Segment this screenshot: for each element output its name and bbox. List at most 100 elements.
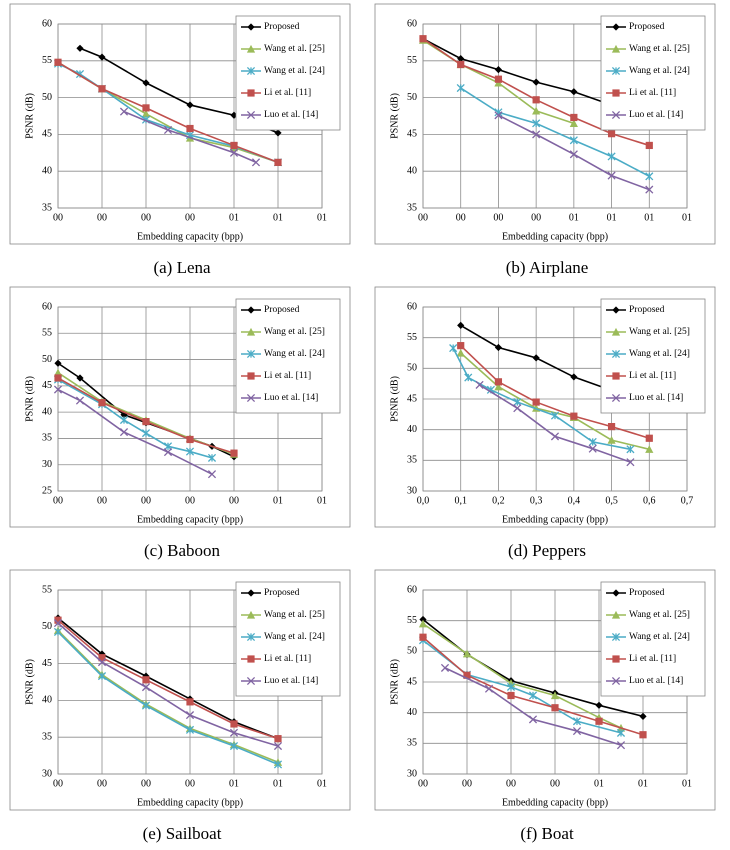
x-tick-label: 00 bbox=[550, 778, 560, 789]
x-tick-label: 00 bbox=[141, 778, 151, 789]
panel-frame bbox=[9, 569, 351, 811]
x-tick-label: 00 bbox=[185, 495, 195, 506]
y-tick-label: 25 bbox=[42, 485, 52, 496]
x-tick-label: 00 bbox=[53, 495, 63, 506]
marker bbox=[572, 717, 582, 726]
legend-label: Wang et al. [24] bbox=[264, 66, 325, 76]
x-tick-label: 01 bbox=[644, 212, 654, 223]
marker bbox=[645, 434, 653, 442]
y-tick-label: 40 bbox=[42, 695, 52, 706]
marker bbox=[229, 741, 239, 751]
x-tick-label: 0,3 bbox=[530, 495, 543, 506]
x-tick-label: 0,6 bbox=[643, 495, 656, 506]
marker bbox=[551, 704, 559, 712]
y-tick-label: 45 bbox=[407, 393, 417, 404]
marker bbox=[612, 23, 620, 31]
marker bbox=[185, 711, 195, 720]
marker bbox=[494, 378, 503, 386]
y-tick-label: 35 bbox=[42, 731, 52, 742]
legend: Proposed Wang et al. [25] Wang et al. [24]… bbox=[600, 15, 706, 131]
y-tick-label: 40 bbox=[407, 424, 417, 435]
marker bbox=[247, 306, 255, 314]
y-tick-label: 45 bbox=[407, 676, 417, 687]
legend-label: Wang et al. [24] bbox=[629, 632, 690, 642]
marker bbox=[645, 172, 654, 181]
x-tick-label: 0,1 bbox=[454, 495, 467, 506]
x-tick-label: 01 bbox=[594, 778, 604, 789]
marker bbox=[53, 619, 63, 628]
marker bbox=[440, 663, 450, 672]
caption: (a) Lena bbox=[153, 258, 211, 277]
x-tick-label: 01 bbox=[682, 778, 692, 789]
legend-label: Wang et al. [24] bbox=[264, 349, 325, 359]
marker bbox=[616, 728, 626, 737]
marker bbox=[230, 449, 238, 457]
y-tick-label: 30 bbox=[42, 459, 52, 470]
legend-label: Wang et al. [25] bbox=[264, 44, 325, 54]
marker bbox=[639, 712, 647, 720]
caption: (b) Airplane bbox=[506, 258, 589, 277]
marker bbox=[185, 725, 195, 734]
x-tick-label: 01 bbox=[229, 212, 239, 223]
marker bbox=[570, 412, 578, 420]
x-axis-label: Embedding capacity (bpp) bbox=[502, 514, 608, 525]
marker bbox=[550, 432, 560, 441]
legend-label: Proposed bbox=[264, 22, 300, 32]
legend-label: Proposed bbox=[629, 588, 665, 598]
series-line bbox=[422, 623, 622, 729]
y-axis-label: PSNR (dB) bbox=[389, 659, 400, 705]
marker bbox=[645, 445, 654, 453]
caption: (e) Sailboat bbox=[143, 824, 222, 843]
caption: (f) Boat bbox=[520, 824, 574, 843]
marker bbox=[611, 44, 621, 53]
marker bbox=[97, 672, 107, 681]
marker bbox=[528, 691, 538, 700]
x-tick-label: 0,0 bbox=[417, 495, 430, 506]
x-tick-label: 00 bbox=[97, 495, 107, 506]
marker bbox=[186, 101, 194, 109]
chart-panel: 35 40 45 50 55 60 00 00 00 00 01 01 01 01 Embedding ca… bbox=[374, 3, 716, 277]
y-axis-label: PSNR (dB) bbox=[24, 659, 35, 705]
x-tick-label: 01 bbox=[273, 212, 283, 223]
x-tick-label: 00 bbox=[97, 212, 107, 223]
y-tick-label: 55 bbox=[407, 55, 417, 66]
y-tick-label: 55 bbox=[407, 615, 417, 626]
marker bbox=[418, 619, 428, 628]
marker bbox=[532, 96, 540, 104]
marker bbox=[572, 727, 582, 736]
marker bbox=[457, 54, 465, 63]
series-line bbox=[422, 636, 644, 736]
marker bbox=[611, 632, 621, 642]
x-tick-label: 00 bbox=[493, 212, 503, 223]
marker bbox=[142, 676, 150, 684]
marker bbox=[163, 448, 173, 457]
y-tick-label: 50 bbox=[407, 646, 417, 657]
marker bbox=[141, 109, 151, 118]
y-tick-label: 60 bbox=[42, 18, 52, 29]
chart-panel: 30 35 40 45 50 55 60 00 00 00 00 01 01 01 Embedding ca… bbox=[374, 569, 716, 843]
marker bbox=[639, 731, 647, 739]
marker bbox=[494, 75, 503, 83]
legend: Proposed Wang et al. [25] Wang et al. [24]… bbox=[235, 15, 341, 131]
y-axis-label: PSNR (dB) bbox=[24, 93, 35, 139]
marker bbox=[76, 44, 84, 52]
marker bbox=[611, 610, 621, 619]
marker bbox=[532, 398, 540, 406]
x-axis-label: Embedding capacity (bpp) bbox=[137, 797, 243, 808]
marker bbox=[494, 382, 503, 391]
y-tick-label: 40 bbox=[407, 707, 417, 718]
legend-label: Li et al. [11] bbox=[629, 88, 676, 98]
marker bbox=[273, 760, 283, 769]
marker bbox=[163, 442, 173, 451]
x-tick-label: 01 bbox=[569, 212, 579, 223]
legend-label: Wang et al. [25] bbox=[629, 44, 690, 54]
marker bbox=[230, 720, 238, 728]
series-line bbox=[57, 629, 279, 763]
x-tick-label: 01 bbox=[273, 495, 283, 506]
x-tick-label: 00 bbox=[141, 212, 151, 223]
marker bbox=[532, 130, 541, 139]
marker bbox=[419, 633, 427, 641]
marker bbox=[612, 589, 620, 597]
marker bbox=[53, 627, 63, 637]
x-tick-label: 00 bbox=[141, 495, 151, 506]
